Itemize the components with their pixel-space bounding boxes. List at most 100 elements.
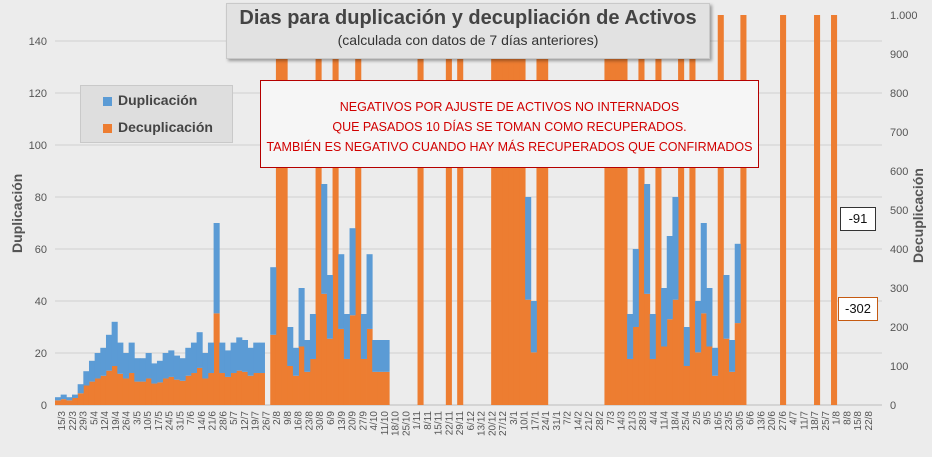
x-tick-label: 27/12 [498,411,509,436]
bar-duplicacion [179,358,186,381]
x-tick-label: 7/6 [186,411,197,425]
bar-decuplicacion [145,378,152,405]
bar-decuplicacion [83,385,90,405]
y2-tick-label: 500 [890,205,908,217]
bar-duplicacion [83,371,90,386]
bar-duplicacion [292,347,299,376]
x-tick-label: 6/12 [466,411,477,431]
x-tick-label: 23/5 [724,411,735,431]
bar-duplicacion [185,347,192,376]
bar-decuplicacion [66,400,73,405]
x-tick-label: 15/3 [57,411,68,431]
bar-duplicacion [649,314,656,359]
bar-duplicacion [88,360,96,382]
bar-duplicacion [683,327,690,366]
x-tick-label: 30/5 [735,411,746,431]
bar-duplicacion [258,342,265,374]
legend-item-duplicacion: Duplicación [103,92,197,108]
bar-duplicacion [224,350,231,377]
bar-duplicacion [360,314,367,359]
bar-duplicacion [700,223,707,314]
x-tick-label: 15/8 [853,411,864,431]
x-tick-label: 20/6 [767,411,778,431]
bar-duplicacion [712,347,719,376]
x-tick-label: 2/5 [692,411,703,425]
bar-decuplicacion [496,15,503,405]
bar-decuplicacion [230,373,237,405]
x-tick-label: 26/7 [261,411,272,431]
x-tick-label: 5/4 [89,411,100,425]
bar-decuplicacion [196,367,203,405]
bar-decuplicacion [502,15,509,405]
x-tick-label: 1/11 [412,411,423,430]
x-tick-label: 4/7 [789,411,800,425]
x-tick-label: 5/7 [229,411,240,425]
x-tick-label: 8/8 [842,411,853,425]
x-tick-label: 29/11 [455,411,466,436]
bar-decuplicacion [326,338,333,405]
bar-duplicacion [168,350,175,377]
x-tick-label: 20/12 [487,411,498,436]
bar-decuplicacion [349,315,356,405]
bar-duplicacion [196,332,203,368]
x-tick-label: 17/1 [530,411,541,431]
x-tick-label: 2/8 [272,411,283,425]
bar-decuplicacion [105,370,113,405]
x-tick-label: 17/5 [154,411,165,431]
bar-decuplicacion [632,327,639,405]
note-line-1: NEGATIVOS POR AJUSTE DE ACTIVOS NO INTER… [339,100,680,114]
bar-duplicacion [723,275,730,339]
bar-duplicacion [253,342,260,374]
x-tick-label: 14/6 [197,411,208,431]
bar-duplicacion [230,342,237,374]
bar-decuplicacion [55,400,62,405]
bar-duplicacion [100,347,107,376]
bar-duplicacion [349,228,356,316]
bar-decuplicacion [700,313,707,405]
bar-duplicacion [145,353,152,379]
bar-decuplicacion [740,15,747,405]
y-tick-label: 40 [35,296,47,308]
bar-decuplicacion [712,375,719,405]
y-axis-left-ticks: 0 20 40 60 80 100 120 140 [29,36,47,412]
x-tick-label: 20/9 [348,411,359,431]
y-tick-label: 120 [29,88,47,100]
x-tick-label: 19/7 [251,411,262,431]
bar-duplicacion [321,184,328,294]
x-tick-label: 22/3 [68,411,79,431]
bar-decuplicacion [366,328,373,405]
x-tick-label: 21/6 [208,411,219,431]
y2-tick-label: 200 [890,322,908,334]
x-axis-ticks: 15/3 22/3 29/3 5/4 12/4 19/4 26/4 3/5 10/5 17/5 24… [57,411,875,436]
bar-decuplicacion [661,346,668,405]
bar-decuplicacion [151,383,158,405]
x-tick-label: 12/7 [240,411,251,431]
x-tick-label: 16/8 [294,411,305,431]
x-tick-label: 4/4 [649,411,660,425]
y-tick-label: 20 [35,348,47,360]
bar-decuplicacion [372,371,379,405]
x-tick-label: 28/2 [595,411,606,431]
x-tick-label: 29/3 [79,411,90,431]
x-tick-label: 21/2 [584,411,595,431]
bar-decuplicacion [88,381,96,405]
bar-decuplicacion [190,373,198,405]
x-tick-label: 7/3 [606,411,617,425]
bar-decuplicacion [71,397,79,405]
bar-duplicacion [151,363,158,384]
bar-duplicacion [117,342,124,374]
y-tick-label: 80 [35,192,47,204]
bar-decuplicacion [491,15,498,405]
x-tick-label: 27/9 [358,411,369,431]
bar-decuplicacion [247,375,254,405]
bar-decuplicacion [536,15,543,405]
bar-duplicacion [695,301,702,353]
note-line-3: TAMBIÉN ES NEGATIVO CUANDO HAY MÁS RECUP… [266,140,753,154]
bar-duplicacion [298,288,305,347]
bar-decuplicacion [128,373,135,405]
x-tick-label: 13/6 [756,411,767,431]
bar-duplicacion [525,197,532,300]
bar-decuplicacion [383,371,390,405]
bar-duplicacion [190,342,198,374]
bar-decuplicacion [304,371,311,405]
